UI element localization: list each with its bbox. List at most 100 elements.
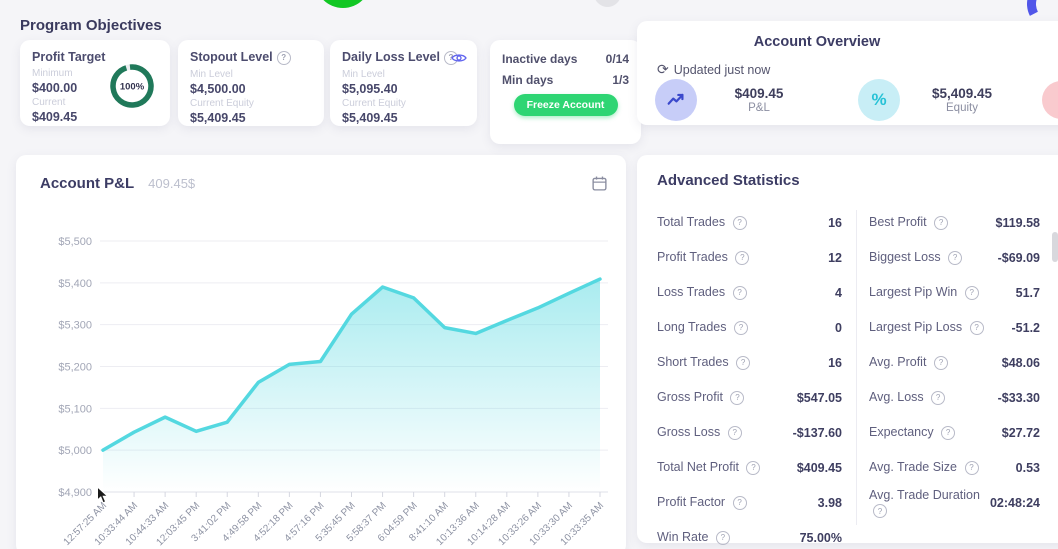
stat-value: $27.72 xyxy=(1001,425,1040,440)
stat-label: Avg. Profit ? xyxy=(869,354,948,371)
current-equity-label: Current Equity xyxy=(190,97,254,109)
y-axis-tick: $5,400 xyxy=(58,278,92,290)
profit-target-title: Profit Target xyxy=(32,50,106,64)
stat-value: 16 xyxy=(828,215,842,230)
help-icon[interactable]: ? xyxy=(934,215,949,230)
stopout-level-title: Stopout Level xyxy=(190,50,273,64)
profit-target-card: Profit Target Minimum $400.00 Current $4… xyxy=(20,40,170,126)
help-icon[interactable]: ? xyxy=(931,390,946,405)
equity-stat: % $5,409.45 Equity xyxy=(858,79,1014,121)
help-icon[interactable]: ? xyxy=(732,215,747,230)
stat-row-avg-profit: Avg. Profit ? $48.06 xyxy=(869,345,1040,380)
stat-row-gross-profit: Gross Profit ? $547.05 xyxy=(657,380,842,415)
stat-row-loss-trades: Loss Trades ? 4 xyxy=(657,275,842,310)
stat-value: 51.7 xyxy=(1015,285,1040,300)
stat-value: 12 xyxy=(828,250,842,265)
help-icon[interactable]: ? xyxy=(732,285,747,300)
stat-value: 75.00% xyxy=(799,530,842,545)
stat-row-win-rate: Win Rate ? 75.00% xyxy=(657,520,842,549)
freeze-account-button[interactable]: Freeze Account xyxy=(513,94,618,116)
equity-value: $5,409.45 xyxy=(931,86,993,101)
stat-row-biggest-loss: Biggest Loss ? -$69.09 xyxy=(869,240,1040,275)
account-overview-card: Account Overview ⟳ Updated just now $409… xyxy=(637,21,1058,125)
stat-row-short-trades: Short Trades ? 16 xyxy=(657,345,842,380)
y-axis-tick: $5,000 xyxy=(58,445,92,457)
account-pnl-card: Account P&L 409.45$ $5,500 $5,400 $5,300 $5… xyxy=(16,155,626,549)
inactive-days-label: Inactive days xyxy=(502,52,578,66)
stat-row-avg-trade-size: Avg. Trade Size ? 0.53 xyxy=(869,450,1040,485)
stat-label: Largest Pip Loss ? xyxy=(869,319,984,336)
refresh-icon[interactable]: ⟳ xyxy=(657,62,669,78)
stat-label: Total Trades ? xyxy=(657,214,747,231)
pnl-card-subtitle: 409.45$ xyxy=(148,176,196,191)
stat-value: 0 xyxy=(835,320,842,335)
progress-donut: 100% xyxy=(110,64,154,108)
current-equity-label: Current Equity xyxy=(342,97,406,109)
stat-row-expectancy: Expectancy ? $27.72 xyxy=(869,415,1040,450)
column-divider xyxy=(856,210,857,525)
stat-row-largest-pip-win: Largest Pip Win ? 51.7 xyxy=(869,275,1040,310)
stat-label: Avg. Loss ? xyxy=(869,389,946,406)
help-icon[interactable]: ? xyxy=(964,285,979,300)
account-overview-title: Account Overview xyxy=(753,34,881,50)
mouse-cursor xyxy=(97,486,109,504)
help-icon[interactable]: ? xyxy=(933,355,948,370)
pnl-area-chart: $5,500 $5,400 $5,300 $5,200 $5,100 $5,000 $4,9… xyxy=(58,236,608,548)
stats-left-column: Total Trades ? 16 Profit Trades ? 12 Loss Tr… xyxy=(657,205,842,549)
calendar-icon[interactable] xyxy=(591,175,608,192)
help-icon[interactable]: ? xyxy=(964,460,979,475)
gray-avatar-partial xyxy=(594,0,621,7)
stat-row-long-trades: Long Trades ? 0 xyxy=(657,310,842,345)
min-level-label: Min Level xyxy=(342,68,385,80)
eye-icon[interactable] xyxy=(451,52,467,64)
pnl-stat: $409.45 P&L xyxy=(655,79,811,121)
help-icon[interactable]: ? xyxy=(727,425,742,440)
pnl-value: $409.45 xyxy=(734,86,784,101)
help-icon[interactable]: ? xyxy=(730,390,745,405)
y-axis-tick: $5,300 xyxy=(58,320,92,332)
current-equity-value: $5,409.45 xyxy=(190,110,246,125)
stat-label: Profit Trades ? xyxy=(657,249,750,266)
program-objectives-heading: Program Objectives xyxy=(20,17,162,34)
help-icon[interactable]: ? xyxy=(715,530,730,545)
min-days-label: Min days xyxy=(502,73,554,87)
help-icon[interactable]: ? xyxy=(736,355,751,370)
stat-label: Long Trades ? xyxy=(657,319,748,336)
stat-label: Largest Pip Win ? xyxy=(869,284,979,301)
inactive-days-value: 0/14 xyxy=(605,52,629,66)
stat-value: -$69.09 xyxy=(997,250,1040,265)
help-icon[interactable]: ? xyxy=(948,250,963,265)
equity-label: Equity xyxy=(946,102,978,114)
help-icon[interactable]: ? xyxy=(735,250,750,265)
stat-row-gross-loss: Gross Loss ? -$137.60 xyxy=(657,415,842,450)
y-axis-tick: $5,200 xyxy=(58,362,92,374)
pnl-card-title: Account P&L xyxy=(40,175,135,192)
stat-label: Short Trades ? xyxy=(657,354,751,371)
help-icon[interactable]: ? xyxy=(969,320,984,335)
help-icon[interactable]: ? xyxy=(733,320,748,335)
stopout-level-card: Stopout Level? Min Level $4,500.00 Curre… xyxy=(178,40,324,126)
help-icon[interactable]: ? xyxy=(732,495,747,510)
updated-text: Updated just now xyxy=(673,63,771,77)
scrollbar-thumb[interactable] xyxy=(1052,232,1058,262)
trend-up-icon xyxy=(655,79,697,121)
help-icon[interactable]: ? xyxy=(941,425,956,440)
stat-label: Gross Loss ? xyxy=(657,424,742,441)
y-axis-tick: $4,900 xyxy=(58,487,92,499)
stat-row-avg-loss: Avg. Loss ? -$33.30 xyxy=(869,380,1040,415)
stat-label: Loss Trades ? xyxy=(657,284,747,301)
help-icon[interactable]: ? xyxy=(873,504,887,518)
min-days-value: 1/3 xyxy=(612,73,629,87)
stat-label: Avg. Trade Duration ? xyxy=(869,487,990,518)
stat-label: Biggest Loss ? xyxy=(869,249,963,266)
stat-value: 4 xyxy=(835,285,842,300)
help-icon[interactable]: ? xyxy=(276,50,291,65)
stat-row-profit-factor: Profit Factor ? 3.98 xyxy=(657,485,842,520)
stat-row-total-net-profit: Total Net Profit ? $409.45 xyxy=(657,450,842,485)
stat-value: $119.58 xyxy=(995,215,1041,230)
help-icon[interactable]: ? xyxy=(746,460,761,475)
progress-percent-label: 100% xyxy=(120,82,145,93)
stat-label: Win Rate ? xyxy=(657,529,730,546)
stat-label: Expectancy ? xyxy=(869,424,956,441)
advanced-statistics-title: Advanced Statistics xyxy=(657,172,800,189)
